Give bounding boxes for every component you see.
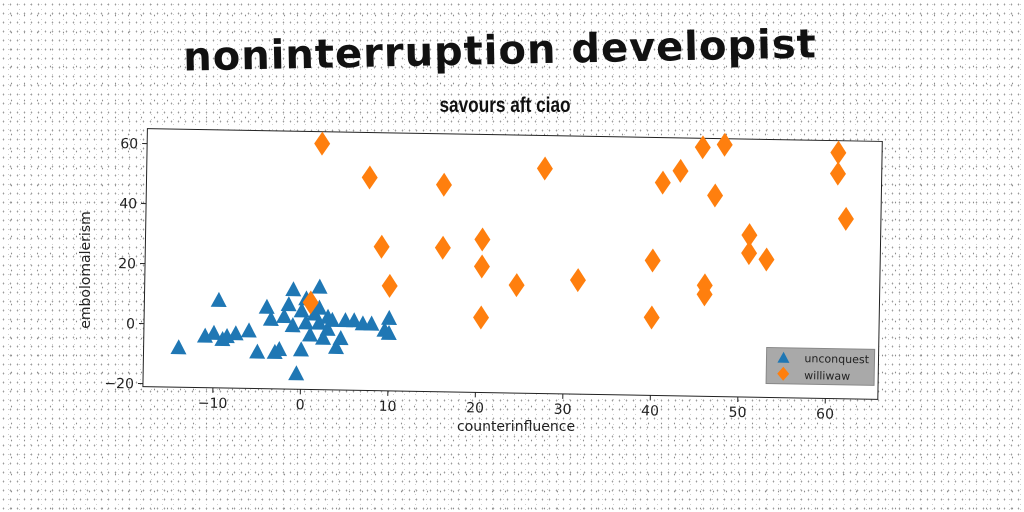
data-point-williwaw — [302, 290, 319, 315]
chart-subtitle: savours aft ciao — [439, 94, 571, 117]
x-tick-label: 30 — [554, 402, 572, 418]
y-tick-label: 60 — [120, 136, 138, 152]
data-point-unconquest — [262, 310, 279, 326]
data-point-unconquest — [311, 278, 328, 294]
legend-marker-unconquest — [777, 351, 790, 363]
data-point-williwaw — [830, 140, 847, 165]
data-point-williwaw — [569, 268, 586, 293]
data-point-unconquest — [249, 343, 266, 359]
data-point-unconquest — [240, 322, 257, 338]
data-point-unconquest — [324, 311, 341, 328]
y-tick-label: 20 — [118, 256, 136, 272]
data-point-williwaw — [707, 183, 724, 208]
data-point-williwaw — [741, 223, 758, 248]
data-point-williwaw — [314, 131, 331, 156]
data-point-unconquest — [301, 326, 318, 342]
data-point-williwaw — [435, 172, 452, 197]
data-point-unconquest — [285, 281, 302, 297]
data-point-unconquest — [227, 325, 244, 341]
data-point-unconquest — [381, 309, 398, 326]
data-point-unconquest — [280, 296, 297, 312]
x-tick-label: −10 — [198, 396, 228, 413]
data-point-unconquest — [328, 338, 345, 355]
data-point-unconquest — [310, 314, 327, 330]
x-tick-label: 50 — [728, 405, 746, 421]
x-tick-label: 10 — [379, 399, 397, 415]
data-point-unconquest — [293, 302, 310, 318]
data-markers — [170, 131, 854, 381]
data-point-unconquest — [315, 329, 332, 345]
x-tick-label: 20 — [466, 400, 484, 416]
y-tick-label: 40 — [119, 196, 137, 212]
legend-label-unconquest: unconquest — [804, 352, 869, 366]
data-point-williwaw — [381, 273, 398, 298]
legend-marker-williwaw — [777, 366, 790, 381]
data-point-williwaw — [758, 247, 775, 272]
plot-area: −10 0 10 20 30 40 50 60 −20 0 20 40 60 unconquest w… — [104, 128, 883, 423]
x-axis-ticks: −10 0 10 20 30 40 50 60 — [198, 387, 834, 423]
legend: unconquest williwaw — [765, 346, 876, 386]
data-point-unconquest — [288, 365, 305, 381]
data-point-unconquest — [380, 324, 397, 340]
legend-box — [765, 346, 876, 386]
data-point-unconquest — [170, 339, 187, 355]
data-point-unconquest — [345, 312, 362, 328]
data-point-williwaw — [473, 254, 490, 279]
data-point-williwaw — [373, 234, 390, 259]
data-point-williwaw — [643, 305, 660, 330]
data-point-williwaw — [837, 206, 854, 231]
data-point-unconquest — [297, 314, 314, 330]
x-tick-label: 60 — [816, 406, 834, 422]
data-point-williwaw — [829, 161, 846, 186]
y-axis-ticks: −20 0 20 40 60 — [104, 136, 148, 393]
data-point-unconquest — [284, 317, 301, 333]
data-point-williwaw — [716, 132, 733, 157]
data-point-unconquest — [271, 340, 288, 357]
x-tick-label: 0 — [296, 397, 305, 413]
data-point-unconquest — [363, 315, 380, 331]
data-point-williwaw — [694, 135, 711, 160]
data-point-williwaw — [672, 158, 689, 183]
data-point-williwaw — [434, 235, 451, 260]
legend-label-williwaw: williwaw — [804, 369, 850, 383]
data-point-williwaw — [361, 165, 378, 190]
data-point-unconquest — [210, 291, 227, 308]
data-point-unconquest — [292, 341, 309, 357]
y-tick-label: −20 — [104, 376, 134, 393]
x-tick-label: 40 — [641, 403, 659, 419]
data-point-williwaw — [696, 282, 713, 307]
data-point-williwaw — [474, 227, 491, 252]
data-point-unconquest — [311, 299, 328, 315]
data-point-williwaw — [644, 248, 661, 273]
x-axis-label: counterinfluence — [457, 419, 575, 435]
data-point-williwaw — [508, 273, 525, 298]
data-point-williwaw — [473, 305, 490, 330]
y-tick-label: 0 — [126, 316, 135, 332]
data-point-williwaw — [741, 241, 758, 266]
data-point-unconquest — [332, 330, 349, 346]
data-point-unconquest — [205, 324, 222, 340]
data-point-williwaw — [536, 156, 553, 181]
data-point-williwaw — [654, 170, 671, 195]
data-point-unconquest — [319, 320, 336, 336]
data-point-unconquest — [258, 298, 275, 314]
data-point-unconquest — [276, 308, 293, 324]
y-axis-label: embolomalerism — [78, 211, 94, 328]
